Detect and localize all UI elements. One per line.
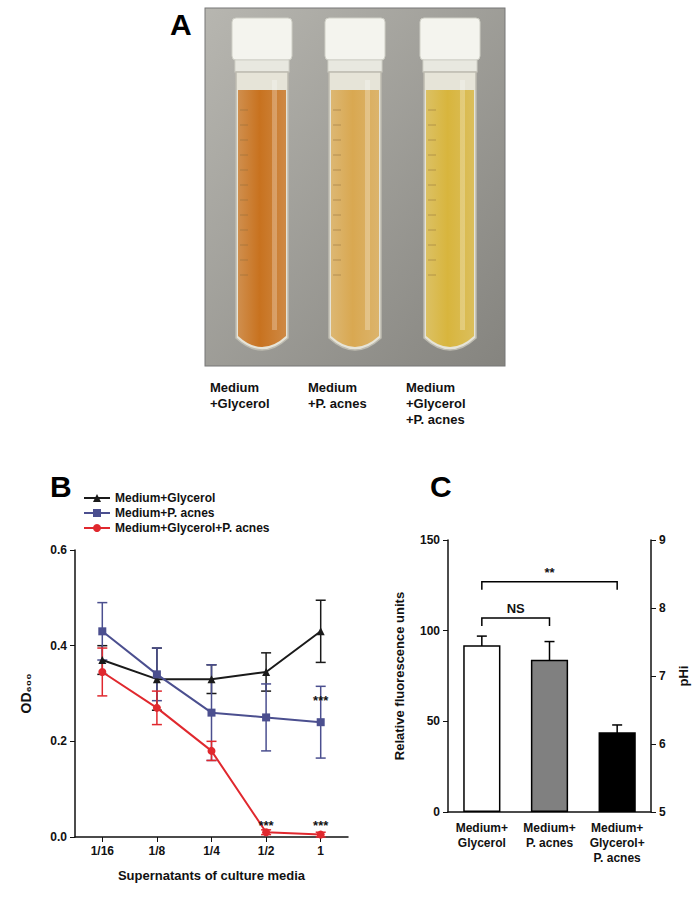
svg-text:Medium+: Medium+ — [456, 821, 508, 835]
svg-text:**: ** — [544, 565, 555, 580]
svg-text:Supernatants of culture media: Supernatants of culture media — [118, 868, 306, 883]
svg-text:Medium+P. acnes: Medium+P. acnes — [308, 380, 367, 411]
svg-text:OD₆₀₀: OD₆₀₀ — [18, 674, 34, 714]
svg-text:150: 150 — [420, 533, 440, 547]
html-text:A: A — [170, 8, 192, 41]
svg-text:7: 7 — [659, 669, 666, 683]
svg-text:6: 6 — [659, 737, 666, 751]
svg-text:pHi: pHi — [676, 666, 691, 687]
svg-text:100: 100 — [420, 624, 440, 638]
svg-text:1/16: 1/16 — [91, 844, 115, 858]
svg-text:***: *** — [313, 818, 329, 833]
svg-text:0: 0 — [433, 805, 440, 819]
svg-text:1/8: 1/8 — [149, 844, 166, 858]
svg-text:1: 1 — [317, 844, 324, 858]
svg-text:***: *** — [313, 693, 329, 708]
svg-text:Relative fluorescence units: Relative fluorescence units — [392, 592, 407, 760]
svg-text:Medium+Glycerol+P. acnes: Medium+Glycerol+P. acnes — [406, 380, 466, 427]
svg-text:1/4: 1/4 — [203, 844, 220, 858]
svg-text:8: 8 — [659, 601, 666, 615]
svg-text:***: *** — [259, 818, 275, 833]
svg-text:Glycerol+: Glycerol+ — [590, 836, 645, 850]
svg-text:Medium+: Medium+ — [523, 821, 575, 835]
svg-text:Glycerol: Glycerol — [458, 836, 506, 850]
svg-text:Medium+Glycerol: Medium+Glycerol — [115, 491, 215, 505]
svg-text:P. acnes: P. acnes — [594, 851, 641, 865]
svg-text:1/2: 1/2 — [258, 844, 275, 858]
svg-text:50: 50 — [427, 714, 441, 728]
html-text:B: B — [50, 470, 72, 503]
svg-text:Medium+P. acnes: Medium+P. acnes — [115, 506, 215, 520]
svg-text:5: 5 — [659, 805, 666, 819]
svg-text:0.4: 0.4 — [50, 639, 67, 653]
html-text:C: C — [430, 470, 452, 503]
svg-text:0.6: 0.6 — [50, 543, 67, 557]
svg-text:Medium+Glycerol: Medium+Glycerol — [210, 380, 270, 411]
svg-text:9: 9 — [659, 533, 666, 547]
svg-text:0.2: 0.2 — [50, 734, 67, 748]
svg-text:NS: NS — [507, 601, 525, 616]
svg-text:0.0: 0.0 — [50, 830, 67, 844]
svg-text:Medium+: Medium+ — [591, 821, 643, 835]
svg-text:P. acnes: P. acnes — [526, 836, 573, 850]
svg-text:Medium+Glycerol+P. acnes: Medium+Glycerol+P. acnes — [115, 521, 270, 535]
